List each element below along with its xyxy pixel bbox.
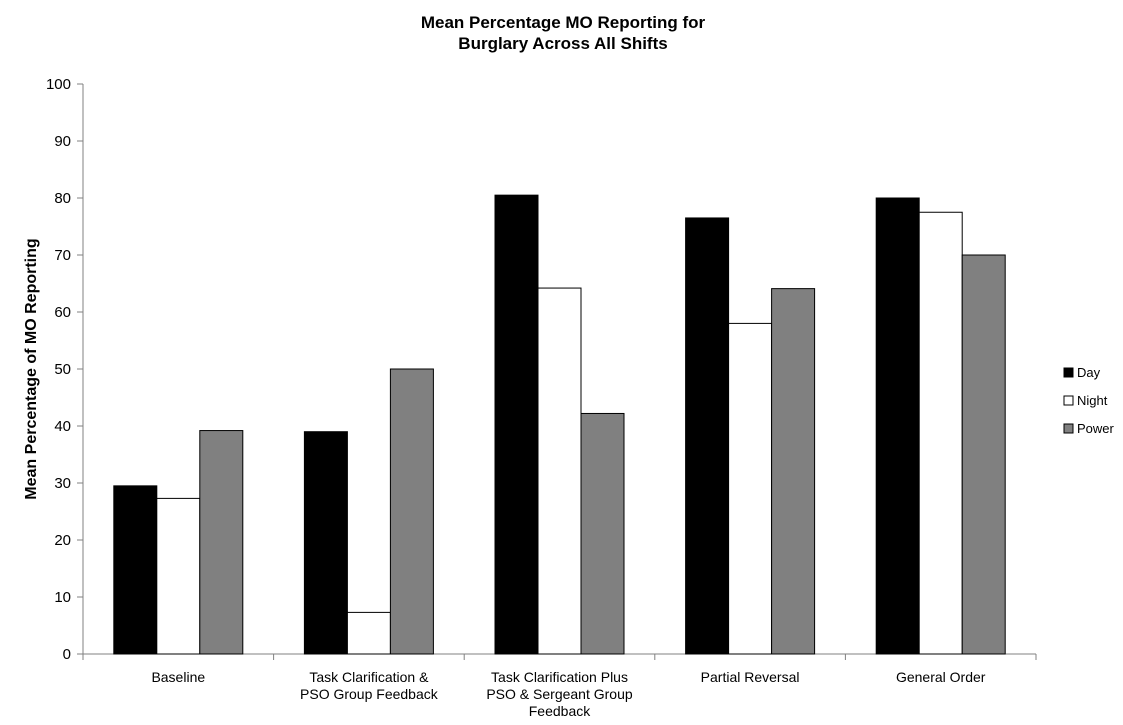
bar-night	[157, 498, 200, 654]
y-tick-label: 10	[54, 589, 71, 606]
legend-label-night: Night	[1077, 393, 1108, 408]
y-tick-label: 100	[46, 76, 71, 93]
y-tick-label: 80	[54, 190, 71, 207]
y-tick-label: 70	[54, 247, 71, 264]
bars	[114, 195, 1005, 654]
bar-day	[495, 195, 538, 654]
bar-night	[729, 323, 772, 654]
bar-power	[581, 413, 624, 654]
y-axis-label: Mean Percentage of MO Reporting	[23, 238, 40, 499]
legend: Day Night Power	[1064, 365, 1115, 436]
legend-label-day: Day	[1077, 365, 1101, 380]
bar-night	[538, 288, 581, 654]
bar-power	[772, 289, 815, 654]
y-tick-label: 90	[54, 133, 71, 150]
chart-title-line-1: Mean Percentage MO Reporting for	[421, 13, 706, 32]
y-tick-label: 60	[54, 304, 71, 321]
legend-label-power: Power	[1077, 421, 1115, 436]
bar-power	[200, 431, 243, 654]
x-tick-label: PSO Group Feedback	[300, 686, 439, 702]
x-tick-label: Partial Reversal	[701, 669, 800, 685]
legend-swatch-power	[1064, 424, 1073, 433]
x-tick-label: Task Clarification &	[309, 669, 429, 685]
bar-night	[347, 612, 390, 654]
bar-day	[876, 198, 919, 654]
x-tick-labels: Baseline Task Clarification &PSO Group Fe…	[151, 669, 985, 719]
bar-power	[962, 255, 1005, 654]
bar-day	[114, 486, 157, 654]
y-tick-label: 40	[54, 418, 71, 435]
x-tick-label: Feedback	[529, 703, 591, 719]
bar-power	[390, 369, 433, 654]
x-tick-label: Task Clarification Plus	[491, 669, 628, 685]
bar-night	[919, 212, 962, 654]
y-tick-label: 50	[54, 361, 71, 378]
y-tick-label: 0	[63, 646, 71, 663]
bar-day	[686, 218, 729, 654]
chart-title-line-2: Burglary Across All Shifts	[458, 34, 667, 53]
x-tick-label: General Order	[896, 669, 986, 685]
legend-swatch-night	[1064, 396, 1073, 405]
x-tick-label: PSO & Sergeant Group	[486, 686, 633, 702]
y-tick-label: 20	[54, 532, 71, 549]
x-tick-label: Baseline	[151, 669, 205, 685]
legend-swatch-day	[1064, 368, 1073, 377]
y-tick-label: 30	[54, 475, 71, 492]
bar-day	[304, 432, 347, 654]
